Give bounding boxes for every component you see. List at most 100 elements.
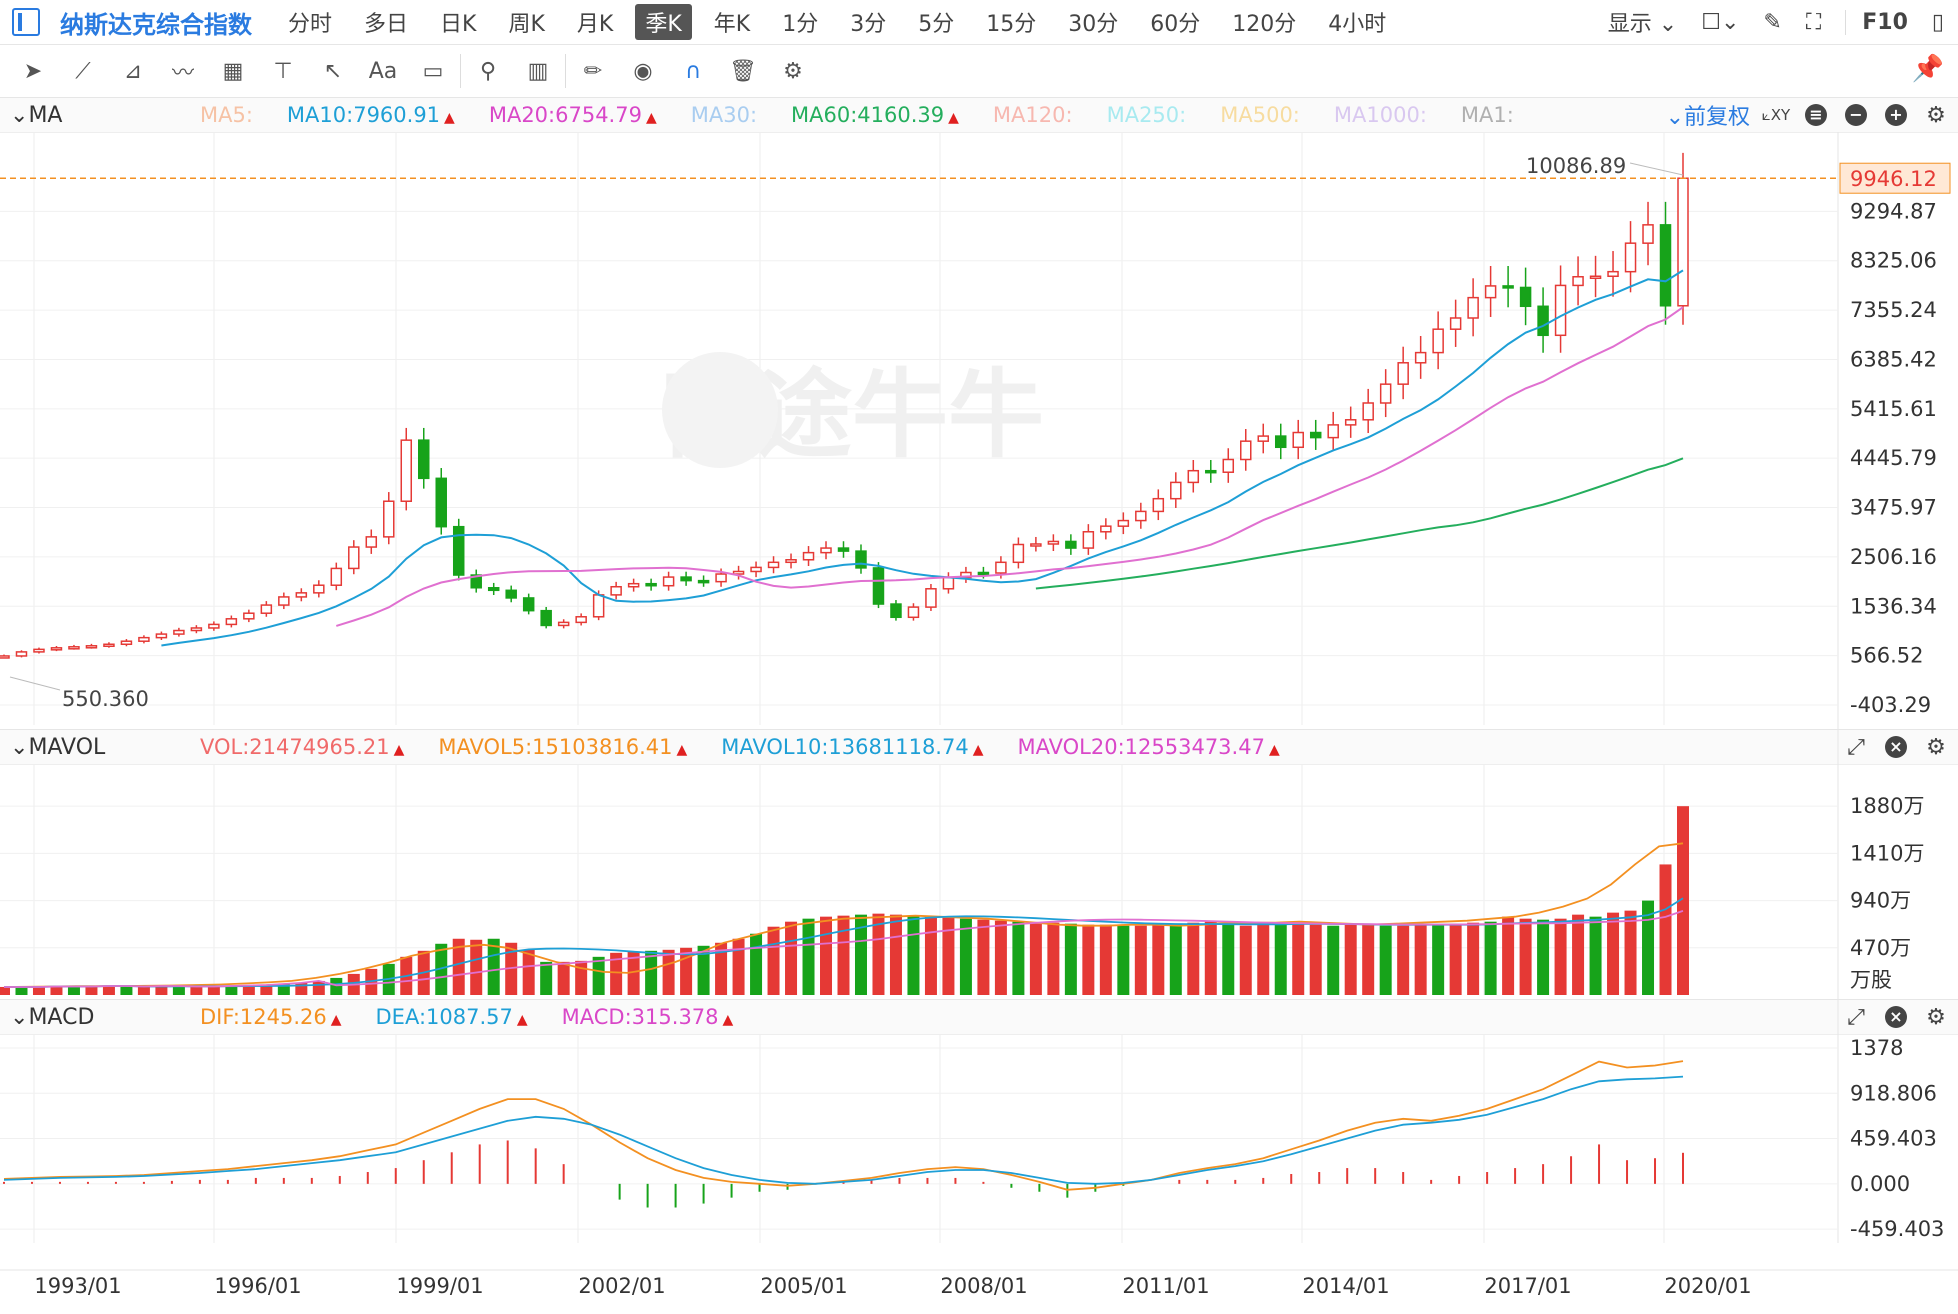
candle-body bbox=[383, 500, 395, 538]
vol-panel-name[interactable]: ⌄MAVOL bbox=[10, 734, 106, 760]
drawing-toolbar: ➤ ⟋ ⊿ 〰 ▦ ⊤ ↖ Aa ▭ ⚲ ▥ ✏ ◉ ∩ 🗑 ⚙ bbox=[0, 45, 1958, 98]
candle-body bbox=[330, 567, 343, 586]
candle-body bbox=[680, 576, 692, 582]
period-tab-12[interactable]: 60分 bbox=[1150, 12, 1201, 37]
settings-gear-icon[interactable]: ⚙ bbox=[783, 58, 803, 84]
price-tick-5: 4445.79 bbox=[1850, 446, 1937, 470]
text-tool-icon[interactable]: Aa bbox=[368, 58, 398, 84]
volume-bar bbox=[32, 986, 45, 995]
candle-body bbox=[1135, 510, 1147, 522]
wave-tool-icon[interactable]: 〰 bbox=[171, 61, 194, 86]
minimize-icon[interactable]: ≡ bbox=[1802, 101, 1830, 129]
candle-body bbox=[925, 588, 937, 608]
zoom-in-icon[interactable]: + bbox=[1882, 101, 1910, 129]
period-tab-0[interactable]: 分时 bbox=[288, 12, 333, 37]
volume-bar bbox=[50, 986, 63, 995]
zoom-out-icon[interactable]: − bbox=[1842, 101, 1870, 129]
volume-bar bbox=[1152, 924, 1165, 995]
candle-body bbox=[1082, 531, 1095, 549]
channel-tool-icon[interactable]: ⊿ bbox=[123, 58, 143, 84]
ma-items-item-6: MA250: bbox=[1107, 103, 1187, 127]
macd-tick-1: 918.806 bbox=[1850, 1081, 1937, 1105]
brush-icon[interactable]: ✏ bbox=[565, 54, 610, 88]
volume-bar bbox=[1344, 924, 1357, 995]
macd-panel-name[interactable]: ⌄MACD bbox=[10, 1004, 95, 1030]
pin-icon[interactable]: 📌 bbox=[1911, 54, 1944, 84]
volume-bar bbox=[1239, 925, 1252, 995]
candle-body bbox=[1274, 435, 1287, 449]
period-tab-8[interactable]: 3分 bbox=[850, 12, 887, 37]
macd-settings-icon[interactable]: ⚙ bbox=[1926, 1004, 1946, 1030]
candle-body bbox=[295, 592, 308, 598]
period-tab-1[interactable]: 多日 bbox=[364, 12, 409, 37]
price-tick-3: 6385.42 bbox=[1850, 347, 1937, 371]
volume-bar bbox=[575, 960, 588, 995]
up-arrow-icon: ▲ bbox=[948, 110, 959, 126]
fib-tool-icon[interactable]: ▦ bbox=[222, 58, 244, 84]
volume-bar bbox=[225, 985, 238, 995]
display-dropdown[interactable]: 显示 ⌄ bbox=[1607, 12, 1678, 37]
volume-bar bbox=[1572, 914, 1585, 995]
xy-scale-icon[interactable]: ⟀XY bbox=[1761, 106, 1791, 124]
macd-items-item-0: DIF:1245.26 ▲ bbox=[200, 1005, 342, 1029]
period-tab-5[interactable]: 季K bbox=[635, 4, 692, 40]
candle-body bbox=[1624, 242, 1637, 273]
f10-button[interactable]: F10 bbox=[1845, 9, 1908, 35]
vol-items: VOL:21474965.21 ▲ MAVOL5:15103816.41 ▲ MAVOL… bbox=[200, 735, 1314, 759]
candle-body bbox=[1572, 276, 1584, 287]
vertical-line-icon[interactable]: ⊤ bbox=[273, 58, 293, 84]
volume-bar bbox=[837, 915, 850, 995]
period-tab-14[interactable]: 4小时 bbox=[1328, 12, 1387, 37]
period-tab-6[interactable]: 年K bbox=[713, 12, 751, 37]
close-icon[interactable]: × bbox=[1882, 733, 1910, 761]
trash-icon[interactable]: 🗑 bbox=[729, 58, 757, 84]
vol-settings-icon[interactable]: ⚙ bbox=[1926, 734, 1946, 760]
candle-body bbox=[1012, 543, 1025, 564]
comment-icon[interactable]: ▭ bbox=[422, 58, 444, 84]
indicator-icon[interactable]: ▥ bbox=[527, 58, 549, 84]
volume-bar bbox=[1047, 922, 1060, 995]
search-icon[interactable]: ⚲ bbox=[460, 54, 505, 88]
header-tools: 显示 ⌄ ☐⌄ ✎ ⛶ F10 ▯ bbox=[1584, 0, 1958, 44]
ma-items: MA5: MA10:7960.91 ▲ MA20:6754.79 ▲ MA30: MA60:… bbox=[200, 103, 1548, 127]
volume-bar bbox=[470, 939, 483, 995]
fullscreen-icon[interactable]: ⛶ bbox=[1805, 9, 1822, 35]
index-title[interactable]: 纳斯达克综合指数 bbox=[60, 10, 252, 39]
pen-icon[interactable]: ✎ bbox=[1763, 9, 1782, 35]
volume-bar bbox=[977, 919, 990, 995]
period-tab-9[interactable]: 5分 bbox=[918, 12, 955, 37]
ma-panel-name[interactable]: ⌄MA bbox=[10, 102, 63, 128]
candle-body bbox=[15, 651, 28, 657]
expand-icon[interactable]: ⤢ bbox=[1847, 1004, 1865, 1030]
candle-body bbox=[697, 579, 710, 584]
sidebar-toggle-icon[interactable]: ▯ bbox=[1931, 9, 1944, 35]
period-tab-13[interactable]: 120分 bbox=[1232, 12, 1297, 37]
close-icon[interactable]: × bbox=[1882, 1003, 1910, 1031]
period-tab-2[interactable]: 日K bbox=[440, 12, 477, 37]
adjust-dropdown[interactable]: ⌄前复权 bbox=[1665, 105, 1750, 130]
ma-items-label-9: MA1: bbox=[1460, 103, 1514, 127]
vol-tick-0: 1880万 bbox=[1850, 794, 1924, 818]
checkbox-square-icon[interactable]: ☐⌄ bbox=[1701, 9, 1740, 35]
candle-body bbox=[627, 582, 640, 588]
candle-body bbox=[1432, 328, 1444, 354]
candle-body bbox=[645, 582, 657, 587]
line-tool-icon[interactable]: ⟋ bbox=[75, 58, 91, 84]
period-tab-3[interactable]: 周K bbox=[508, 12, 545, 37]
eye-icon[interactable]: ◉ bbox=[633, 58, 653, 84]
expand-icon[interactable]: ⤢ bbox=[1847, 734, 1865, 760]
period-tab-4[interactable]: 月K bbox=[576, 12, 614, 37]
candle-body bbox=[1502, 285, 1514, 289]
cursor-icon[interactable]: ➤ bbox=[23, 58, 43, 84]
ma-settings-icon[interactable]: ⚙ bbox=[1926, 102, 1946, 128]
arrow-tool-icon[interactable]: ↖ bbox=[323, 58, 343, 84]
period-tab-11[interactable]: 30分 bbox=[1068, 12, 1119, 37]
price-tick-10: -403.29 bbox=[1850, 693, 1931, 717]
panel-layout-icon[interactable] bbox=[12, 8, 40, 36]
magnet-icon[interactable]: ∩ bbox=[684, 58, 702, 84]
period-tab-10[interactable]: 15分 bbox=[986, 12, 1037, 37]
ma-legend-tools: ⌄前复权 ⟀XY ≡ − + ⚙ bbox=[1660, 98, 1950, 132]
x-tick-9: 2020/01 bbox=[1664, 1274, 1751, 1298]
period-tab-7[interactable]: 1分 bbox=[782, 12, 819, 37]
